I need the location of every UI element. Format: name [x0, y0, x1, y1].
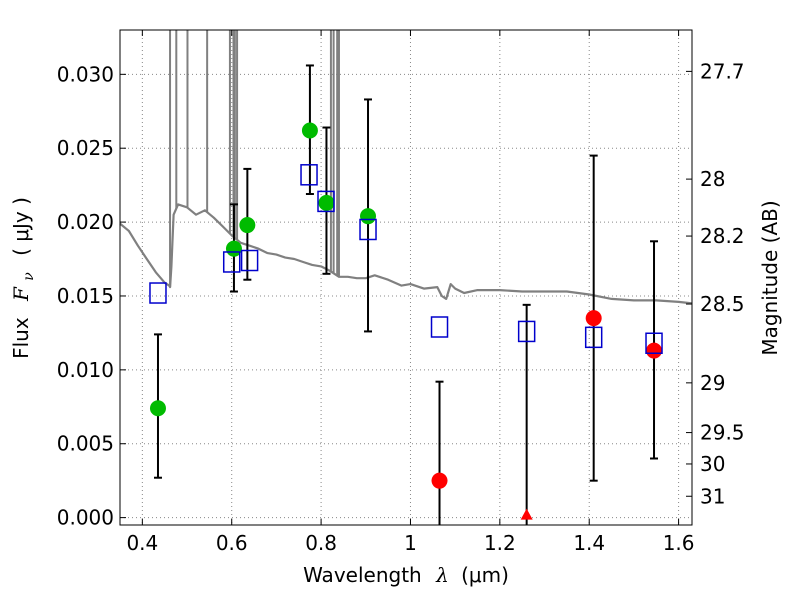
model-photometry-point [645, 332, 663, 355]
x-tick-label: 0.8 [305, 531, 337, 555]
model-photometry-point [517, 320, 536, 343]
x-tick-label: 0.4 [126, 531, 158, 555]
magnitude-tick-label: 28 [700, 167, 725, 191]
magnitude-tick-label: 30 [700, 452, 725, 476]
model-photometry-point [222, 251, 241, 273]
x-axis-title-symbol: λ [435, 563, 449, 587]
detected-point [301, 122, 318, 139]
y-tick-label: 0.030 [57, 62, 114, 86]
model-photometry-point [584, 326, 603, 349]
model-photometry-point [300, 164, 318, 186]
model-photometry-point [240, 249, 259, 272]
model-photometry-point [149, 282, 167, 304]
y-tick-label: 0.020 [57, 210, 114, 234]
x-axis-title-text: Wavelength [303, 563, 422, 587]
y-tick-label: 0.000 [57, 506, 114, 530]
y-axis-title-subscript: ν [21, 272, 37, 281]
model-sed-layer [119, 30, 693, 305]
model-sed-line [119, 203, 693, 305]
detected-point [239, 217, 256, 234]
y-axis-title: Flux F ν ( μJy ) [9, 197, 38, 359]
y-axis-title-unit: ( μJy ) [9, 197, 33, 256]
x-tick-label: 1 [404, 531, 417, 555]
non-detection-point [646, 342, 663, 359]
y-tick-label: 0.015 [57, 284, 114, 308]
model-photometry-point [430, 316, 449, 338]
model-photometry-point [359, 218, 377, 241]
y-tick-label: 0.010 [57, 358, 114, 382]
plot-frame [119, 29, 693, 526]
x-tick-label: 1.6 [663, 531, 695, 555]
magnitude-tick-label: 31 [700, 484, 725, 508]
detected-point [149, 400, 166, 417]
x-axis-title-unit: (μm) [461, 563, 509, 587]
non-detection-point [431, 472, 448, 489]
magnitude-tick-label: 28.5 [700, 292, 745, 316]
ticks: 0.4 0.6 0.8 1 1.2 1.4 1.6 0.000 0.005 0.010 0.015 0… [57, 30, 745, 555]
y2-axis-title: Magnitude (AB) [758, 200, 782, 355]
y-tick-label: 0.005 [57, 432, 114, 456]
magnitude-tick-label: 27.7 [700, 59, 745, 83]
magnitude-tick-label: 29 [700, 371, 725, 395]
x-axis-title: Wavelength λ (μm) [303, 563, 509, 587]
x-tick-label: 0.6 [216, 531, 248, 555]
y-tick-label: 0.025 [57, 136, 114, 160]
detected-point [318, 194, 335, 211]
x-tick-label: 1.4 [573, 531, 605, 555]
upper-limit-point [520, 508, 533, 520]
y-axis-title-symbol: F [9, 286, 33, 302]
magnitude-tick-label: 28.2 [700, 224, 745, 248]
y-axis-title-text: Flux [9, 317, 33, 359]
detected-point [360, 208, 377, 225]
non-detection-point [585, 310, 602, 327]
data-markers [149, 122, 663, 520]
magnitude-tick-label: 29.5 [700, 421, 745, 445]
grid [120, 30, 692, 525]
model-photometry-point [317, 190, 335, 213]
x-tick-label: 1.2 [484, 531, 516, 555]
